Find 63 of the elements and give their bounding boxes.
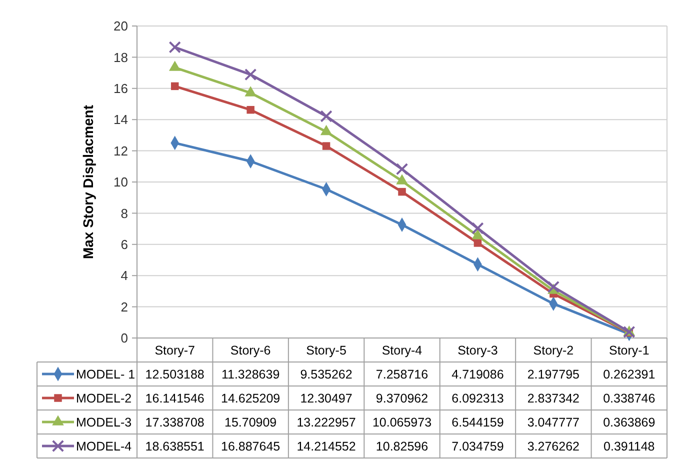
y-tick-label: 6 (120, 236, 128, 252)
data-label: 0.391148 (604, 439, 655, 454)
data-label: 0.338746 (603, 391, 656, 406)
point (547, 280, 560, 294)
point (246, 106, 254, 114)
point (244, 68, 257, 81)
x-tick-label: Story-2 (533, 343, 574, 358)
point (170, 82, 179, 90)
legend-label: MODEL- 1 (76, 367, 136, 382)
data-label: 7.258716 (376, 367, 428, 382)
x-tick-label: Story-4 (382, 343, 422, 358)
data-label: 14.214552 (296, 439, 356, 454)
x-tick-label: Story-6 (230, 343, 271, 358)
y-tick-label: 8 (120, 206, 128, 221)
data-label: 18.638551 (145, 439, 204, 454)
data-label: 15.70909 (224, 415, 277, 430)
point (396, 163, 408, 176)
data-label: 11.328639 (221, 367, 280, 382)
point (168, 41, 181, 54)
y-tick-label: 12 (114, 143, 128, 158)
x-tick-label: Story-1 (608, 343, 650, 358)
x-tick-label: Story-7 (154, 343, 196, 358)
data-label: 0.363869 (603, 415, 656, 430)
x-tick-label: Story-3 (458, 343, 498, 358)
y-tick-label: 2 (120, 299, 128, 314)
data-label: 10.065973 (372, 415, 432, 430)
point (320, 110, 332, 122)
data-label: 3.276262 (527, 439, 580, 454)
data-label: 6.092313 (452, 391, 504, 406)
data-label: 3.047777 (527, 415, 580, 430)
data-label: 7.034759 (452, 439, 504, 454)
data-label: 6.544159 (452, 415, 504, 430)
point (623, 326, 636, 338)
y-tick-label: 20 (114, 18, 128, 34)
y-tick-label: 0 (120, 330, 128, 346)
data-label: 16.141546 (145, 391, 204, 406)
legend-label: MODEL-2 (76, 391, 132, 406)
point (322, 142, 330, 150)
x-tick-label: Story-5 (306, 343, 346, 358)
data-label: 2.837342 (527, 391, 580, 406)
y-tick-label: 10 (114, 174, 128, 190)
data-label: 2.197795 (527, 367, 580, 382)
data-label: 16.887645 (221, 439, 280, 454)
y-tick-label: 4 (120, 268, 128, 284)
data-label: 0.262391 (603, 367, 656, 382)
data-label: 4.719086 (452, 367, 504, 382)
y-tick-label: 18 (114, 50, 128, 65)
point (474, 239, 482, 247)
data-label: 9.370962 (376, 391, 428, 406)
point (398, 188, 406, 196)
data-label: 10.82596 (376, 439, 428, 454)
data-label: 13.222957 (296, 415, 356, 430)
data-label: 9.535262 (300, 367, 352, 382)
point (472, 222, 484, 234)
y-axis-title: Max Story Displacment (80, 104, 96, 260)
data-label: 17.338708 (145, 415, 204, 430)
y-tick-label: 16 (114, 80, 128, 96)
y-tick-label: 14 (114, 112, 128, 128)
data-label: 14.625209 (221, 391, 280, 406)
legend-label: MODEL-3 (76, 415, 132, 430)
data-label: 12.30497 (300, 391, 352, 406)
legend-label: MODEL-4 (76, 439, 132, 454)
data-label: 12.503188 (145, 367, 204, 382)
